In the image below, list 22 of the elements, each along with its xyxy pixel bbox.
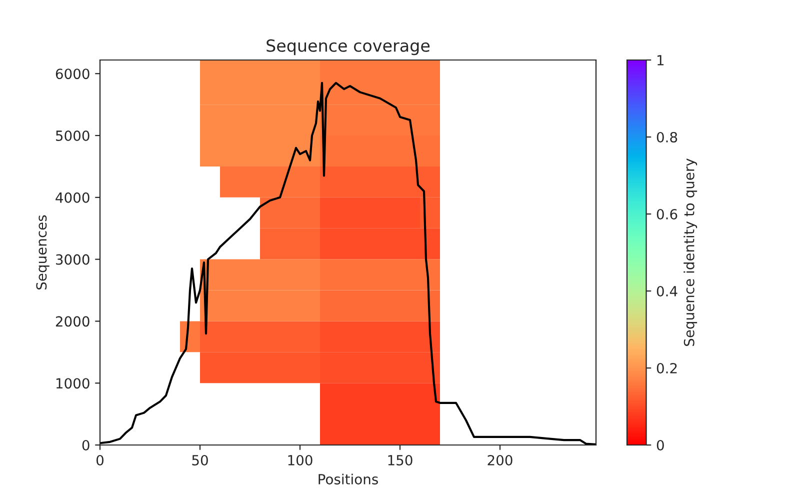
color-bar-label: 0.4 — [656, 286, 678, 296]
x-tick-label: 150 — [388, 454, 412, 466]
color-bar-title: Sequence identity to query — [684, 158, 698, 346]
color-bar-label: 0.6 — [656, 208, 678, 220]
color-bar-label: 1 — [658, 55, 664, 66]
x-axis-title: Positions — [318, 474, 378, 484]
y-tick-label: 6000 — [56, 68, 90, 80]
y-tick-label: 4000 — [56, 192, 90, 203]
y-tick-label: 2000 — [56, 316, 90, 327]
y-axis-title: Sequences — [36, 215, 50, 290]
color-bar-label: 0 — [656, 440, 664, 450]
chart-title: Sequence coverage — [266, 39, 430, 56]
y-tick-label: 5000 — [56, 130, 90, 141]
color-bar-label: 0.8 — [656, 132, 678, 142]
y-tick-label: 3000 — [56, 254, 90, 265]
color-bar-label: 0.2 — [656, 362, 677, 374]
x-tick-label: 50 — [192, 454, 208, 466]
y-tick-label: 1000 — [56, 378, 90, 389]
x-tick-label: 100 — [288, 454, 312, 466]
x-tick-label: 0 — [96, 454, 104, 466]
x-tick-label: 200 — [488, 454, 512, 466]
y-tick-label: 0 — [82, 440, 90, 450]
